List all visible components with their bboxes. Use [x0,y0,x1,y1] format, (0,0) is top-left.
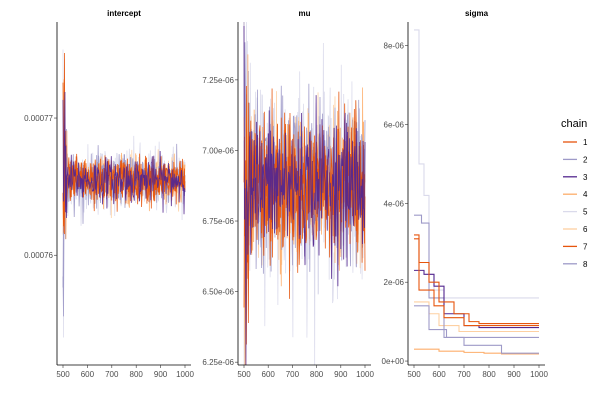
legend-item-chain-7: 7 [563,242,588,251]
trace-line-chain-1 [62,82,186,235]
legend-item-chain-5: 5 [563,208,588,217]
legend-title: chain [561,118,587,130]
x-tick-label: 1000 [176,370,194,379]
trace-line-chain-5 [414,29,539,299]
x-tick-label: 700 [457,370,471,379]
traces [243,21,366,366]
x-tick-label: 700 [286,370,300,379]
y-tick-label: 4e-06 [384,199,405,208]
panel-mu: mu 6.25e-06 6.50e-06 6.75e-06 7.00e-06 7.25e-… [202,9,374,379]
x-tick-label: 700 [105,370,119,379]
panel-title: intercept [107,9,141,18]
x-tick-label: 800 [310,370,324,379]
trace-line-chain-3 [62,91,186,218]
y-tick-label: 6.50e-06 [202,288,234,297]
y-tick-label: 7.25e-06 [202,76,234,85]
legend-item-chain-2: 2 [563,155,588,164]
chart-legend: chain 1 2 3 4 5 6 7 8 [561,118,588,269]
x-tick-label: 900 [507,370,521,379]
legend-items: 1 2 3 4 5 6 7 8 [563,138,588,269]
legend-label: 8 [583,260,588,269]
panel-sigma: sigma 0e+00 2e-06 4e-06 6e-06 8e-06 500 600 700 8… [382,9,549,379]
y-tick-label: 2e-06 [384,278,405,287]
trace-line-chain-3 [414,269,539,329]
y-tick-label: 0.00077 [24,114,53,123]
x-tick-label: 500 [56,370,70,379]
x-tick-label: 1000 [530,370,548,379]
y-tick-label: 0.00076 [24,251,53,260]
facet-panels: intercept 0.00076 0.00077 500 600 700 800 900 10… [24,9,548,379]
x-tick-label: 1000 [356,370,374,379]
x-tick-label: 800 [482,370,496,379]
y-tick-label: 6.25e-06 [202,358,234,367]
trace-line-chain-8 [414,214,539,354]
y-tick-label: 7.00e-06 [202,146,234,155]
x-tick-label: 500 [407,370,421,379]
legend-label: 1 [583,138,588,147]
traces [62,49,186,338]
panel-intercept: intercept 0.00076 0.00077 500 600 700 800 900 10… [24,9,194,379]
legend-label: 5 [583,208,588,217]
x-tick-label: 600 [81,370,95,379]
trace-line-chain-6 [414,301,539,333]
x-tick-label: 900 [334,370,348,379]
legend-label: 2 [583,155,588,164]
panel-title: mu [299,9,311,18]
trace-line-chain-7 [414,238,539,327]
x-tick-label: 500 [237,370,251,379]
x-tick-label: 600 [432,370,446,379]
traces [414,29,539,355]
legend-item-chain-8: 8 [563,260,588,269]
x-tick-label: 800 [130,370,144,379]
legend-item-chain-1: 1 [563,138,588,147]
legend-label: 3 [583,173,588,182]
legend-label: 6 [583,225,588,234]
panel-title: sigma [465,9,489,18]
x-tick-label: 600 [262,370,276,379]
y-tick-label: 6.75e-06 [202,217,234,226]
y-tick-label: 0e+00 [382,357,405,366]
trace-line-chain-3 [243,26,366,366]
legend-item-chain-4: 4 [563,190,588,199]
x-tick-label: 900 [154,370,168,379]
legend-item-chain-6: 6 [563,225,588,234]
y-tick-label: 8e-06 [384,42,405,51]
legend-item-chain-3: 3 [563,173,588,182]
legend-label: 7 [583,242,588,251]
y-tick-label: 6e-06 [384,121,405,130]
trace-line-chain-1 [414,234,539,325]
legend-label: 4 [583,190,588,199]
